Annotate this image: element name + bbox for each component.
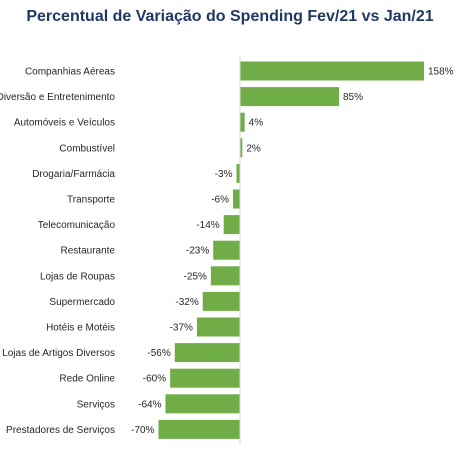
value-label: -25% [184,271,207,282]
value-label: -64% [138,399,161,410]
category-label: Rede Online [59,374,115,385]
category-label: Lojas de Artigos Diversos [2,348,115,359]
category-label: Transporte [67,195,115,206]
value-label: -56% [147,348,170,359]
value-label: -70% [131,425,154,436]
bar [240,112,245,132]
value-label: 158% [428,67,454,78]
value-label: 4% [249,118,264,129]
chart-title: Percentual de Variação do Spending Fev/2… [26,8,434,25]
value-label: 85% [343,92,363,103]
category-label: Drogaria/Farmácia [32,169,115,180]
bar [174,343,240,363]
bar [210,266,240,286]
bar [202,291,240,311]
value-label: -3% [215,169,233,180]
bar [165,394,240,414]
category-labels-group: Companhias Aéreas Diversão e Entretenimen… [0,67,115,436]
value-label: -6% [211,195,229,206]
bar [240,61,424,81]
category-label: Prestadores de Serviços [6,425,115,436]
value-label: 2% [246,143,261,154]
value-label: -32% [175,297,198,308]
category-label: Telecomunicação [38,220,116,231]
bar [158,419,240,439]
category-label: Lojas de Roupas [40,271,115,282]
value-label: -23% [186,246,209,257]
bar [223,215,240,235]
category-label: Restaurante [61,246,116,257]
bar [196,317,240,337]
value-label: -14% [196,220,219,231]
category-label: Combustível [59,143,115,154]
category-label: Hotéis e Motéis [46,323,115,334]
category-label: Supermercado [49,297,115,308]
bar [233,189,240,209]
bar [236,163,240,183]
category-label: Serviços [77,399,115,410]
value-labels-group: 158% 85% 4% 2% -3% -6% -14% -23% -25% -32% -37% -56… [131,67,454,436]
value-label: -60% [143,374,166,385]
category-label: Diversão e Entretenimento [0,92,115,103]
category-label: Automóveis e Veículos [14,118,115,129]
bar [170,368,240,388]
bar [213,240,240,260]
value-label: -37% [170,323,193,334]
bar [240,138,243,158]
bars-group [158,61,424,439]
category-label: Companhias Aéreas [25,67,115,78]
bar [240,87,339,107]
